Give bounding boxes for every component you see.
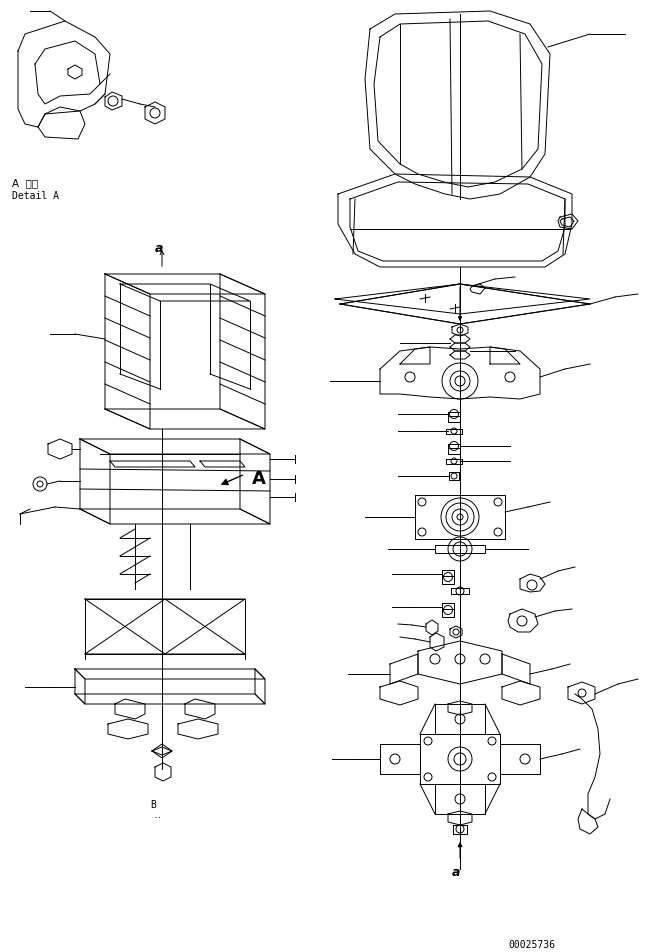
Text: A  詳細: A 詳細 (12, 178, 38, 188)
Text: A: A (252, 469, 266, 487)
Text: ..: .. (153, 812, 161, 818)
Text: B: B (150, 799, 156, 809)
Text: a: a (452, 865, 460, 878)
Text: a: a (155, 242, 163, 255)
Text: Detail A: Detail A (12, 190, 59, 201)
Text: 00025736: 00025736 (508, 939, 555, 949)
